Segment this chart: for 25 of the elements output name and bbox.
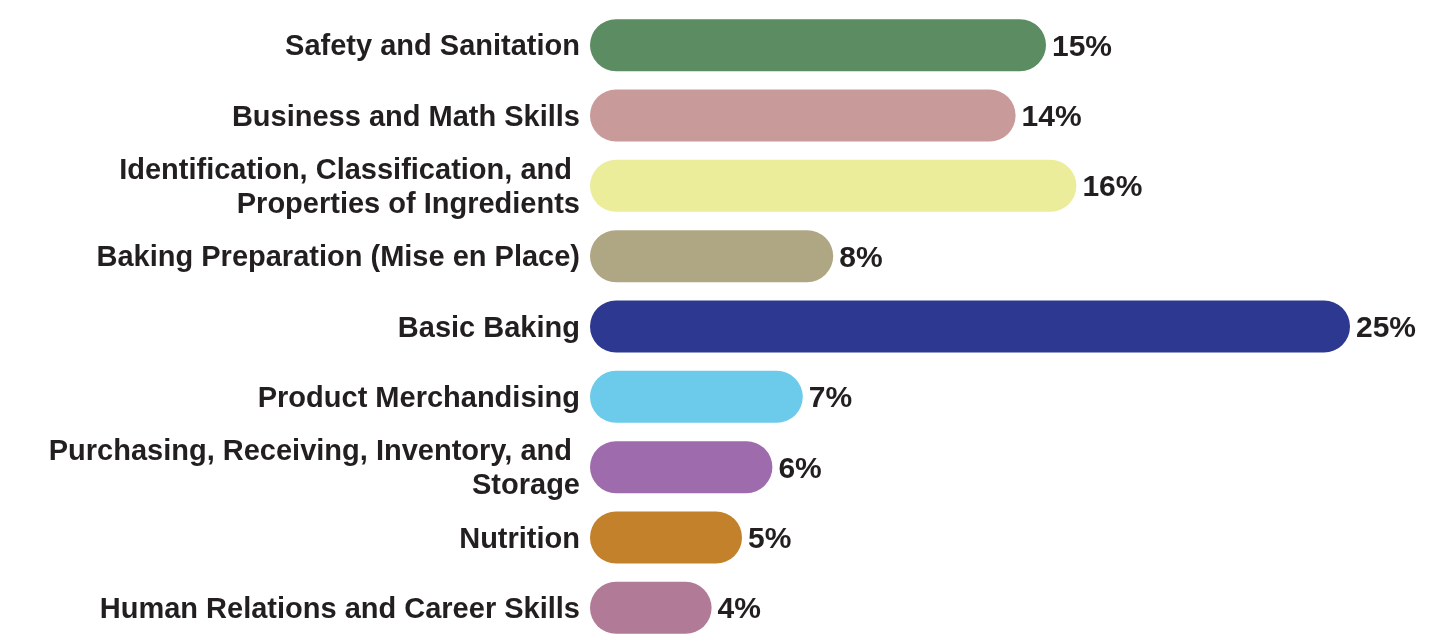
bar: [590, 159, 1077, 212]
bar: [590, 19, 1046, 72]
data-label: 15%: [1052, 28, 1113, 62]
data-label: 16%: [1082, 169, 1143, 203]
data-label: 7%: [808, 380, 853, 414]
data-label: 14%: [1021, 99, 1082, 132]
y-tick-label: Baking Preparation (Mise en Place): [96, 240, 580, 273]
data-label: 25%: [1356, 310, 1417, 343]
data-label: 6%: [778, 450, 822, 484]
bar: [590, 89, 1016, 142]
y-tick-label: Basic Baking: [397, 310, 580, 343]
bar: [590, 300, 1350, 353]
y-tick-label: Safety and Sanitation: [285, 29, 580, 62]
y-tick-label: Purchasing, Receiving, Inventory, and Storage: [48, 434, 580, 501]
data-label: 4%: [717, 591, 761, 625]
y-tick-label: Human Relations and Career Skills: [99, 591, 580, 624]
y-tick-label: Identification, Classification, and Properties of Ingredients: [119, 152, 580, 219]
y-tick-label: Product Merchandising: [257, 380, 580, 413]
y-tick-label: Business and Math Skills: [231, 99, 580, 132]
bar: [590, 230, 834, 283]
y-tick-label: Nutrition: [459, 521, 580, 554]
data-label: 8%: [839, 239, 883, 273]
bar: [590, 441, 773, 494]
data-label: 5%: [748, 521, 792, 554]
bar: [590, 370, 803, 423]
